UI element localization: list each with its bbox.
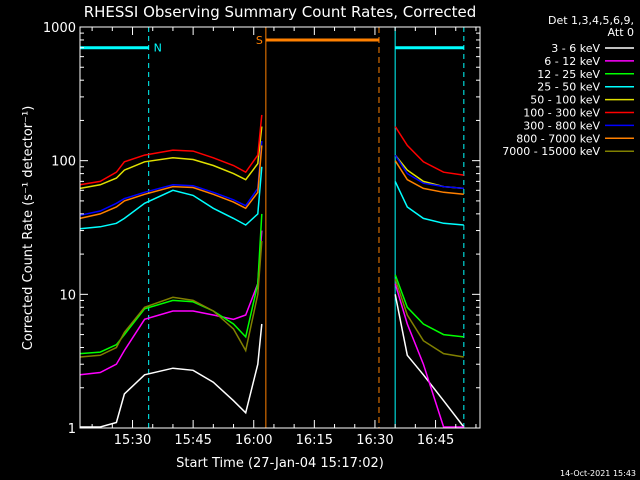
series-line-5-part-1 — [394, 126, 464, 176]
series-line-0-part-0 — [80, 323, 263, 428]
series-line-5-part-0 — [79, 114, 263, 186]
series-line-3-part-1 — [394, 181, 464, 226]
series-layer — [79, 114, 465, 428]
x-axis-label: Start Time (27-Jan-04 15:17:02) — [176, 456, 384, 471]
series-line-2-part-0 — [79, 213, 263, 355]
legend-entry-label: 800 - 7000 keV — [516, 132, 600, 145]
series-line-8-part-1 — [394, 278, 464, 358]
y-tick-label: 100 — [51, 155, 76, 170]
y-tick-label: 10 — [59, 288, 76, 303]
legend-entry-label: 6 - 12 keV — [544, 55, 600, 68]
series-line-6-part-1 — [394, 154, 464, 190]
legend-entry-label: 300 - 800 keV — [523, 119, 600, 132]
x-tick-label: 16:15 — [296, 433, 333, 448]
legend-header: Det 1,3,4,5,6,9, — [548, 14, 634, 27]
legend-entry-label: 25 - 50 keV — [537, 81, 600, 94]
legend-header: Att 0 — [608, 26, 634, 39]
marker-label: N — [154, 42, 162, 55]
legend-entry-label: 12 - 25 keV — [537, 68, 600, 81]
axes-layer: 15:30 15:45 16:00 16:15 16:30 16:45 1 10 100 1000 — [43, 21, 480, 448]
series-line-2-part-1 — [394, 274, 464, 338]
series-line-0-part-1 — [394, 294, 465, 428]
plot-frame — [79, 26, 481, 429]
footer-date: 14-Oct-2021 15:43 — [560, 469, 636, 478]
series-line-3-part-0 — [79, 166, 263, 230]
series-line-8-part-0 — [79, 241, 263, 358]
x-tick-label: 16:45 — [417, 433, 454, 448]
series-line-7-part-0 — [79, 145, 263, 220]
x-tick-label: 16:30 — [356, 433, 393, 448]
x-tick-label: 15:30 — [114, 433, 151, 448]
legend-entry-label: 3 - 6 keV — [551, 42, 600, 55]
x-tick-label: 16:00 — [235, 433, 272, 448]
legend-entry-label: 50 - 100 keV — [530, 94, 600, 107]
chart-title: RHESSI Observing Summary Count Rates, Co… — [84, 3, 477, 21]
series-line-6-part-0 — [79, 141, 263, 217]
y-axis-label: Corrected Count Rate (s⁻¹ detector⁻¹) — [21, 106, 36, 351]
y-tick-label: 1 — [68, 422, 76, 437]
marker-label: S — [256, 34, 263, 47]
series-line-4-part-0 — [79, 126, 263, 190]
series-line-7-part-1 — [394, 160, 464, 196]
legend-entry-label: 7000 - 15000 keV — [502, 145, 600, 158]
series-line-1-part-1 — [394, 283, 464, 428]
x-tick-label: 15:45 — [174, 433, 211, 448]
legend-entry-label: 100 - 300 keV — [523, 107, 600, 120]
y-tick-label: 1000 — [43, 21, 76, 36]
series-line-1-part-0 — [79, 230, 263, 376]
